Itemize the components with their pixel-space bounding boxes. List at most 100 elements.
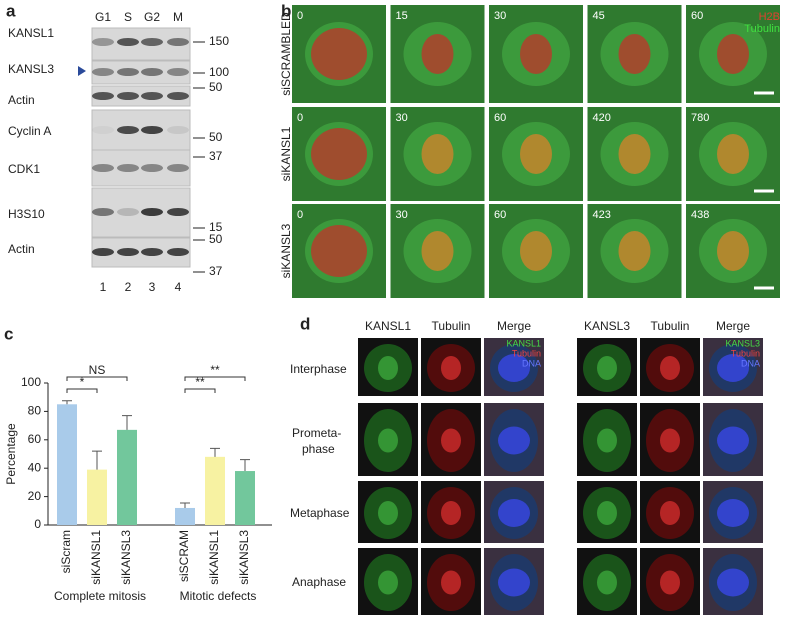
bar [235,471,255,525]
band [167,38,189,46]
marker-label: 37 [209,264,223,278]
band [92,248,114,256]
band [141,38,163,46]
timestamp: 423 [593,209,611,221]
row-label: H3S10 [8,207,45,221]
row-label: Prometa- [292,426,341,440]
band [167,208,189,216]
group-label: Complete mitosis [54,589,146,603]
row-label: siSCRAMBLED [279,12,293,96]
structure [441,428,461,453]
structure [597,501,617,525]
structure [441,570,461,595]
band [92,68,114,76]
y-tick-label: 60 [28,432,42,446]
merge-legend: Tubulin [731,348,760,358]
y-tick-label: 100 [21,375,41,389]
band [141,92,163,100]
bar [205,456,225,525]
merge-legend: Tubulin [512,348,541,358]
structure [378,570,398,595]
merge-legend: DNA [522,358,541,368]
chromatin [311,28,367,80]
legend: H2B [759,11,780,23]
lane-number: 1 [100,280,107,294]
chromatin [618,231,651,271]
structure [660,356,680,380]
timestamp: 0 [297,112,303,124]
x-tick-label: siKANSL3 [119,530,133,585]
band [117,248,139,256]
band [167,68,189,76]
band [92,164,114,172]
nucleus [498,568,530,597]
band [117,38,139,46]
timestamp: 420 [593,112,611,124]
chromatin [618,134,651,174]
chromatin [520,134,552,174]
x-tick-label: siKANSL3 [237,530,251,585]
panel-label: a [6,1,16,20]
band [141,208,163,216]
marker-label: 15 [209,220,223,234]
error-bar [122,415,132,430]
error-bar [180,502,190,508]
timestamp: 30 [396,209,408,221]
chromatin [717,231,749,271]
legend: Tubulin [744,23,780,35]
y-tick-label: 20 [28,489,42,503]
row-label: Metaphase [290,506,350,520]
row-label: Anaphase [292,575,346,589]
column-header: KANSL3 [584,319,630,333]
column-header: Tubulin [432,319,471,333]
row-label: siKANSL3 [279,223,293,278]
band [141,164,163,172]
panel-label: d [300,314,310,333]
significance-bracket [66,388,98,393]
marker-label: 50 [209,232,223,246]
blot [91,27,191,61]
nucleus [717,426,749,455]
row-label: CDK1 [8,162,40,176]
x-tick-label: siScram [59,530,73,573]
significance-label: * [80,375,85,389]
lane-label: G2 [144,10,160,24]
chromatin [717,134,749,174]
chromatin [421,34,454,74]
timestamp: 15 [396,10,408,22]
x-tick-label: siSCRAM [177,530,191,582]
timestamp: 60 [494,112,506,124]
nucleus [717,499,749,527]
significance-bracket [184,388,216,393]
structure [597,428,617,453]
chromatin [421,134,454,174]
structure [441,501,461,525]
chromatin [717,34,749,74]
panel-label: c [4,324,13,343]
nucleus [498,354,530,382]
band [92,38,114,46]
band [92,126,114,134]
row-label: KANSL1 [8,26,54,40]
group-label: Mitotic defects [180,589,257,603]
y-axis-label: Percentage [4,423,18,485]
y-tick-label: 80 [28,404,42,418]
y-tick-label: 40 [28,460,42,474]
chromatin [311,128,367,180]
bar [175,507,195,525]
panel-label: b [281,1,291,20]
error-bar [92,450,102,470]
band [141,248,163,256]
structure [660,570,680,595]
nucleus [498,426,530,455]
column-header: Merge [716,319,750,333]
band [167,126,189,134]
significance-label: ** [210,363,220,377]
marker-label: 150 [209,34,229,48]
chromatin [618,34,651,74]
marker-label: 50 [209,130,223,144]
marker-label: 37 [209,149,223,163]
significance-label: ** [195,375,205,389]
chromatin [520,231,552,271]
structure [660,428,680,453]
